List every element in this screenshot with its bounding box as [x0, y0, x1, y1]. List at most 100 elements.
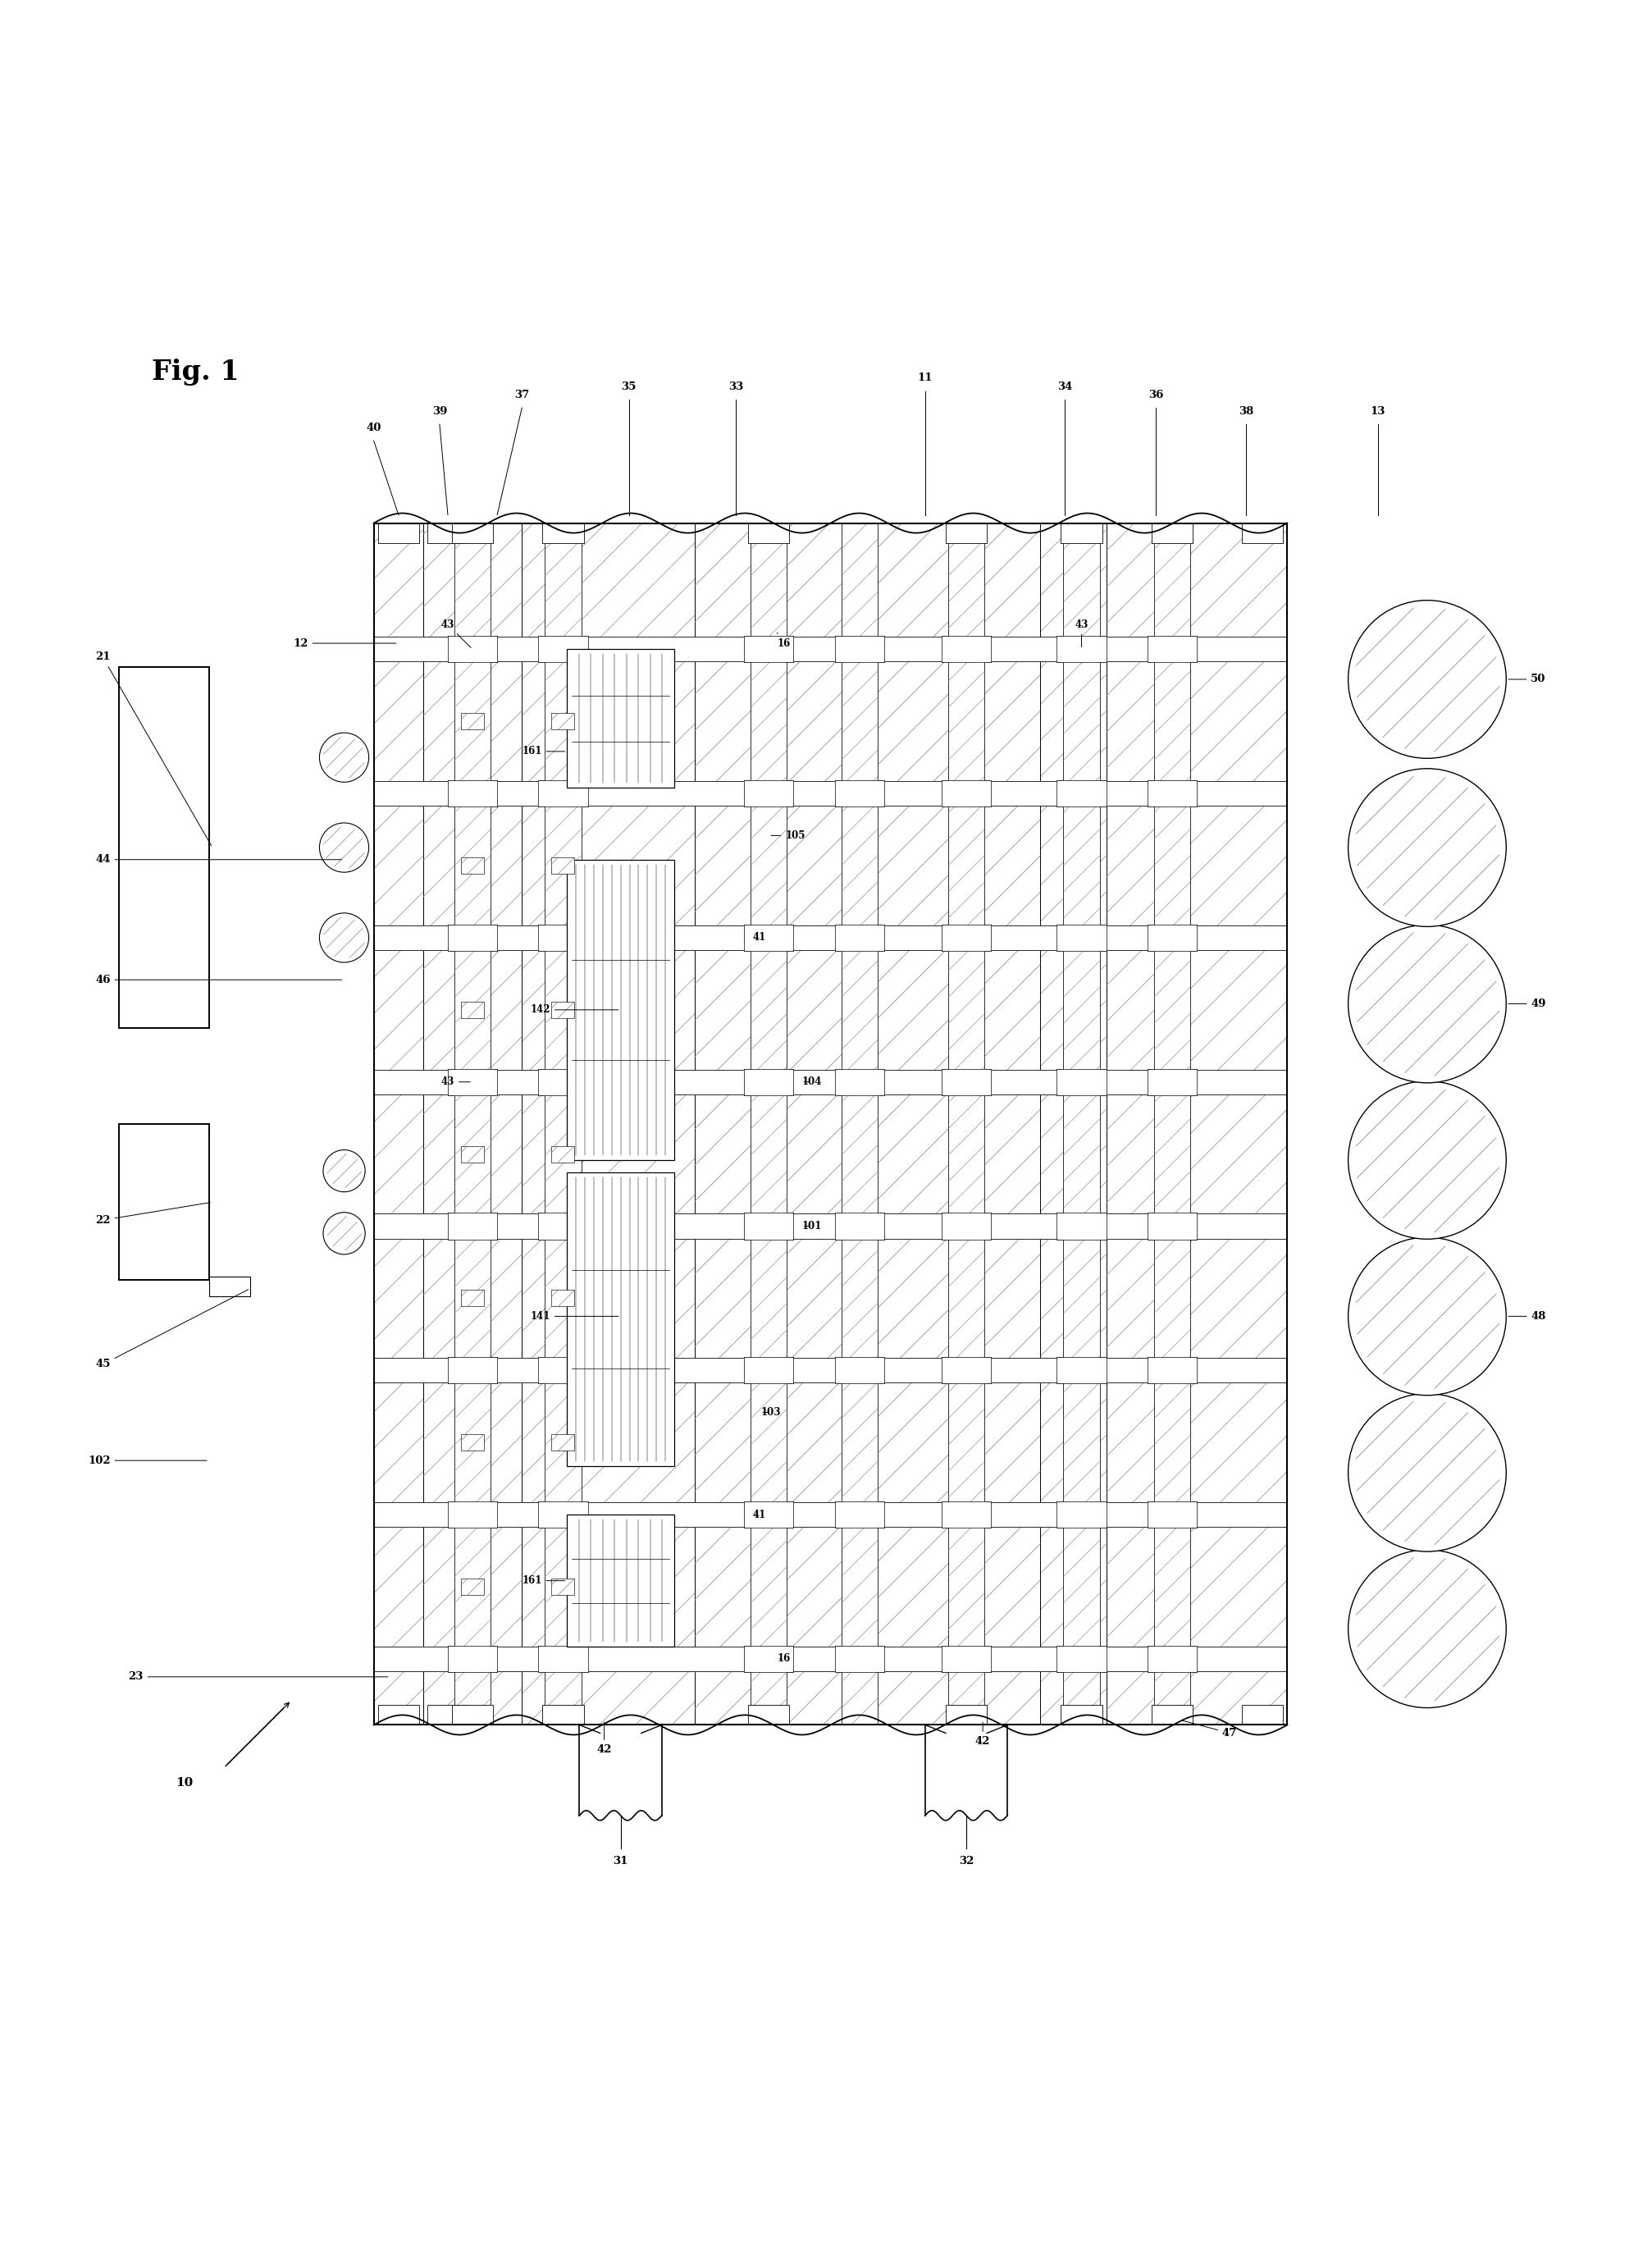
Bar — [539, 636, 588, 663]
Circle shape — [1348, 1394, 1505, 1551]
Bar — [834, 1068, 884, 1095]
Bar — [1146, 924, 1196, 951]
Bar — [441, 1504, 504, 1526]
Circle shape — [1348, 769, 1505, 926]
Bar — [1056, 1068, 1105, 1095]
Circle shape — [1348, 1081, 1505, 1239]
Bar — [945, 1706, 986, 1724]
Text: 32: 32 — [958, 1857, 973, 1866]
Bar — [1056, 924, 1105, 951]
Bar — [461, 1578, 484, 1594]
Bar — [942, 1646, 991, 1673]
Bar — [1146, 1646, 1196, 1673]
Bar — [545, 524, 582, 1724]
Bar — [532, 1504, 595, 1526]
Bar — [1039, 524, 1105, 1724]
Bar — [942, 1068, 991, 1095]
Bar — [1146, 636, 1196, 663]
Bar — [1056, 780, 1105, 807]
Bar — [1151, 524, 1193, 542]
Bar — [743, 1502, 793, 1529]
Bar — [451, 524, 492, 542]
Bar — [461, 1434, 484, 1450]
Text: 142: 142 — [530, 1005, 618, 1016]
Bar — [373, 524, 423, 1724]
Bar — [1146, 1358, 1196, 1383]
Bar — [1146, 780, 1196, 807]
Bar — [945, 524, 986, 542]
Bar — [539, 1358, 588, 1383]
Bar — [1140, 1214, 1203, 1239]
Bar — [1062, 524, 1099, 1724]
Bar — [750, 524, 786, 1724]
Bar — [542, 524, 583, 542]
Bar — [448, 1646, 497, 1673]
Bar — [1153, 524, 1189, 1724]
Bar — [373, 1214, 1287, 1239]
Text: 46: 46 — [96, 973, 342, 985]
Bar — [1146, 1214, 1196, 1239]
Bar — [373, 524, 1287, 1724]
Bar — [942, 780, 991, 807]
Bar — [448, 1068, 497, 1095]
Bar — [942, 1646, 991, 1673]
Bar — [532, 638, 595, 661]
Bar — [948, 524, 985, 1724]
Bar — [1140, 638, 1203, 661]
Bar — [448, 924, 497, 951]
Bar — [373, 1646, 1287, 1670]
Bar — [834, 780, 884, 807]
Bar — [1241, 1706, 1282, 1724]
Bar — [552, 856, 575, 874]
Text: 42: 42 — [596, 1722, 611, 1756]
Bar — [834, 924, 884, 951]
Bar — [1056, 924, 1105, 951]
Bar — [567, 1171, 674, 1466]
Circle shape — [324, 1212, 365, 1254]
Bar — [834, 1646, 884, 1673]
Bar — [1062, 524, 1099, 1724]
Bar — [461, 713, 484, 731]
Bar — [448, 636, 497, 663]
Bar — [743, 636, 793, 663]
Bar — [454, 524, 491, 1724]
Bar — [834, 780, 884, 807]
Bar — [119, 1124, 210, 1281]
Bar — [373, 1358, 1287, 1383]
Bar — [942, 636, 991, 663]
Bar — [539, 1502, 588, 1529]
Bar — [942, 636, 991, 663]
Text: Fig. 1: Fig. 1 — [152, 357, 240, 384]
Bar — [448, 636, 497, 663]
Text: 36: 36 — [1148, 389, 1163, 400]
Bar — [532, 926, 595, 949]
Bar — [1056, 1068, 1105, 1095]
Bar — [1140, 1358, 1203, 1383]
Text: 43: 43 — [441, 1077, 471, 1088]
Bar — [539, 1646, 588, 1673]
Bar — [743, 636, 793, 663]
Text: 101: 101 — [801, 1221, 821, 1232]
Bar — [532, 782, 595, 805]
Bar — [834, 1358, 884, 1383]
Circle shape — [319, 733, 368, 782]
Text: 48: 48 — [1508, 1311, 1545, 1322]
Bar — [461, 1146, 484, 1162]
Text: 16: 16 — [776, 1655, 790, 1664]
Bar — [448, 1358, 497, 1383]
Bar — [441, 1070, 504, 1093]
Bar — [539, 1068, 588, 1095]
Bar — [1146, 1646, 1196, 1673]
Bar — [841, 524, 877, 1724]
Bar — [539, 780, 588, 807]
Bar — [441, 1358, 504, 1383]
Text: 40: 40 — [367, 423, 382, 434]
Text: 161: 161 — [522, 1576, 565, 1587]
Text: 43: 43 — [441, 618, 471, 647]
Bar — [552, 1290, 575, 1306]
Bar — [441, 926, 504, 949]
Bar — [1140, 1648, 1203, 1670]
Bar — [942, 1358, 991, 1383]
Bar — [1049, 1070, 1112, 1093]
Bar — [545, 524, 582, 1724]
